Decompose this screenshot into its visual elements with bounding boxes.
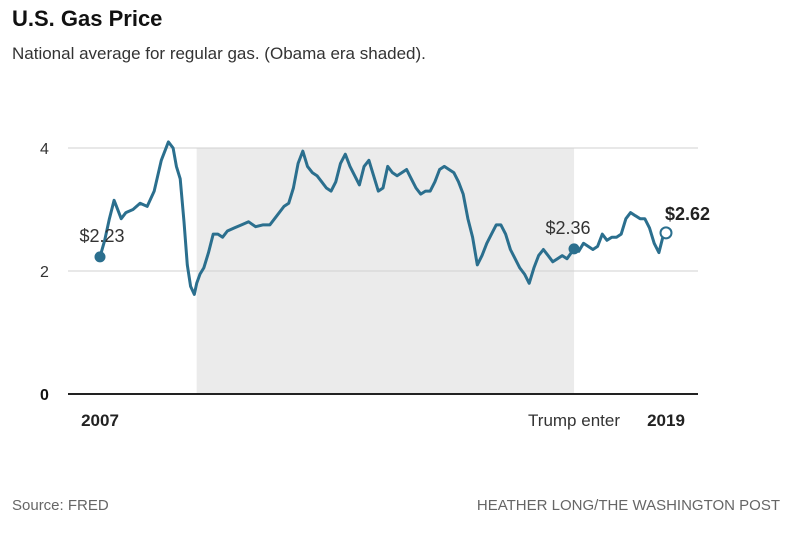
x-tick-label: 2019: [647, 411, 685, 430]
price-annotation-label: $2.62: [665, 204, 710, 224]
price-point-marker: [94, 251, 106, 263]
y-tick-label: 4: [40, 141, 49, 158]
price-annotation-label: $2.36: [546, 218, 591, 238]
x-tick-label: 2007: [81, 411, 119, 430]
chart-subtitle: National average for regular gas. (Obama…: [12, 44, 426, 63]
credit-note: HEATHER LONG/THE WASHINGTON POST: [476, 497, 780, 514]
price-annotation-label: $2.23: [79, 226, 124, 246]
gas-price-line-0: [98, 140, 576, 296]
chart-title: U.S. Gas Price: [12, 6, 163, 31]
y-tick-label: 0: [40, 387, 49, 404]
source-note: Source: FRED: [12, 497, 109, 514]
gas-price-line-1: [572, 211, 668, 255]
x-tick-label: Trump enter: [528, 411, 620, 430]
end-point-marker: [659, 226, 673, 240]
price-point-marker: [568, 243, 580, 255]
y-tick-label: 2: [40, 264, 49, 281]
